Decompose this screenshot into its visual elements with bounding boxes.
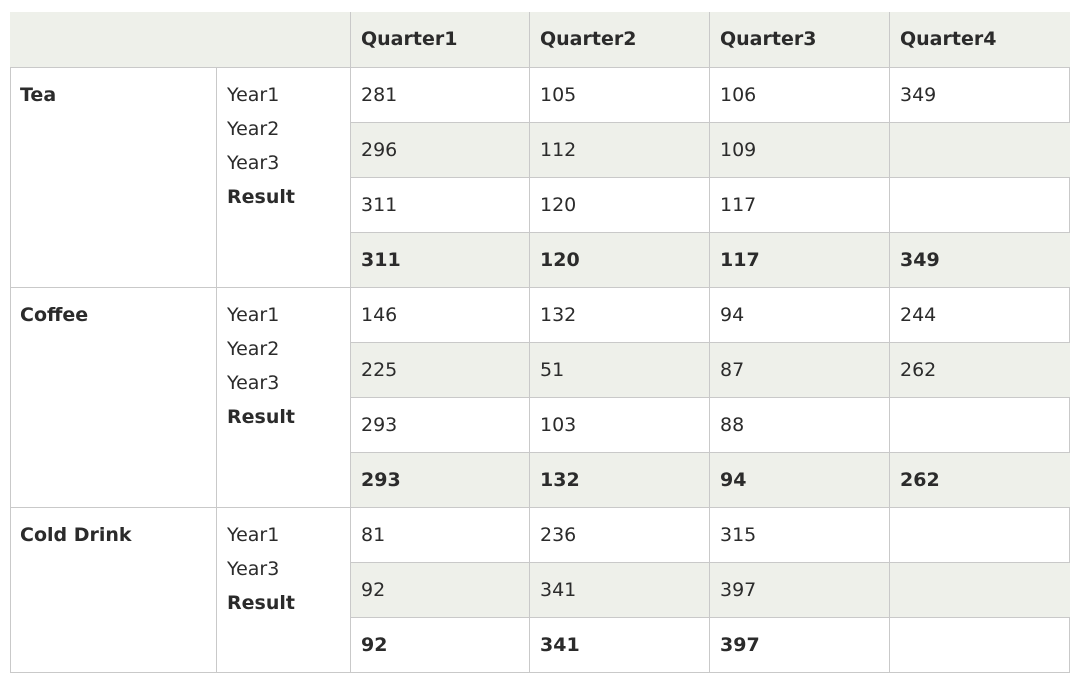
value-cell: 92 <box>351 563 530 618</box>
group-labels-tea: Year1 Year2 Year3 Result <box>217 68 351 288</box>
value-cell: 105 <box>530 68 710 123</box>
value-cell: 146 <box>351 288 530 343</box>
value-cell: 225 <box>351 343 530 398</box>
value-cell: 109 <box>710 123 890 178</box>
row-label: Year1 <box>227 524 280 546</box>
value-cell: 94 <box>710 288 890 343</box>
value-cell: 311 <box>351 178 530 233</box>
value-cell: 315 <box>710 508 890 563</box>
value-cell <box>890 123 1070 178</box>
header-quarter2: Quarter2 <box>530 12 710 68</box>
result-cell: 262 <box>890 453 1070 508</box>
value-cell: 103 <box>530 398 710 453</box>
value-cell: 349 <box>890 68 1070 123</box>
value-cell: 236 <box>530 508 710 563</box>
value-cell <box>890 178 1070 233</box>
result-cell: 92 <box>351 618 530 673</box>
value-cell: 88 <box>710 398 890 453</box>
row-label: Year2 <box>227 338 280 360</box>
value-cell: 120 <box>530 178 710 233</box>
result-cell: 120 <box>530 233 710 288</box>
row-label: Result <box>227 406 295 428</box>
value-cell: 51 <box>530 343 710 398</box>
result-cell: 397 <box>710 618 890 673</box>
value-cell: 341 <box>530 563 710 618</box>
result-cell: 293 <box>351 453 530 508</box>
value-cell: 262 <box>890 343 1070 398</box>
value-cell: 106 <box>710 68 890 123</box>
value-cell: 81 <box>351 508 530 563</box>
row-label: Year2 <box>227 118 280 140</box>
result-cell: 117 <box>710 233 890 288</box>
value-cell: 132 <box>530 288 710 343</box>
group-labels-coffee: Year1 Year2 Year3 Result <box>217 288 351 508</box>
group-name-tea: Tea <box>10 68 217 288</box>
result-cell: 311 <box>351 233 530 288</box>
header-quarter1: Quarter1 <box>351 12 530 68</box>
row-label: Result <box>227 592 295 614</box>
value-cell: 281 <box>351 68 530 123</box>
header-quarter3: Quarter3 <box>710 12 890 68</box>
row-label: Year3 <box>227 372 280 394</box>
row-label: Result <box>227 186 295 208</box>
value-cell: 112 <box>530 123 710 178</box>
result-cell <box>890 618 1070 673</box>
result-cell: 349 <box>890 233 1070 288</box>
pivot-table: Quarter1 Quarter2 Quarter3 Quarter4 Tea … <box>10 12 1070 673</box>
group-name-cold-drink: Cold Drink <box>10 508 217 673</box>
header-corner <box>10 12 351 68</box>
value-cell: 296 <box>351 123 530 178</box>
value-cell: 293 <box>351 398 530 453</box>
row-label: Year1 <box>227 84 280 106</box>
value-cell: 117 <box>710 178 890 233</box>
value-cell: 244 <box>890 288 1070 343</box>
result-cell: 132 <box>530 453 710 508</box>
value-cell <box>890 508 1070 563</box>
header-quarter4: Quarter4 <box>890 12 1070 68</box>
value-cell: 397 <box>710 563 890 618</box>
result-cell: 341 <box>530 618 710 673</box>
row-label: Year1 <box>227 304 280 326</box>
value-cell <box>890 563 1070 618</box>
value-cell <box>890 398 1070 453</box>
value-cell: 87 <box>710 343 890 398</box>
row-label: Year3 <box>227 558 280 580</box>
group-name-coffee: Coffee <box>10 288 217 508</box>
row-label: Year3 <box>227 152 280 174</box>
result-cell: 94 <box>710 453 890 508</box>
group-labels-cold-drink: Year1 Year3 Result <box>217 508 351 673</box>
